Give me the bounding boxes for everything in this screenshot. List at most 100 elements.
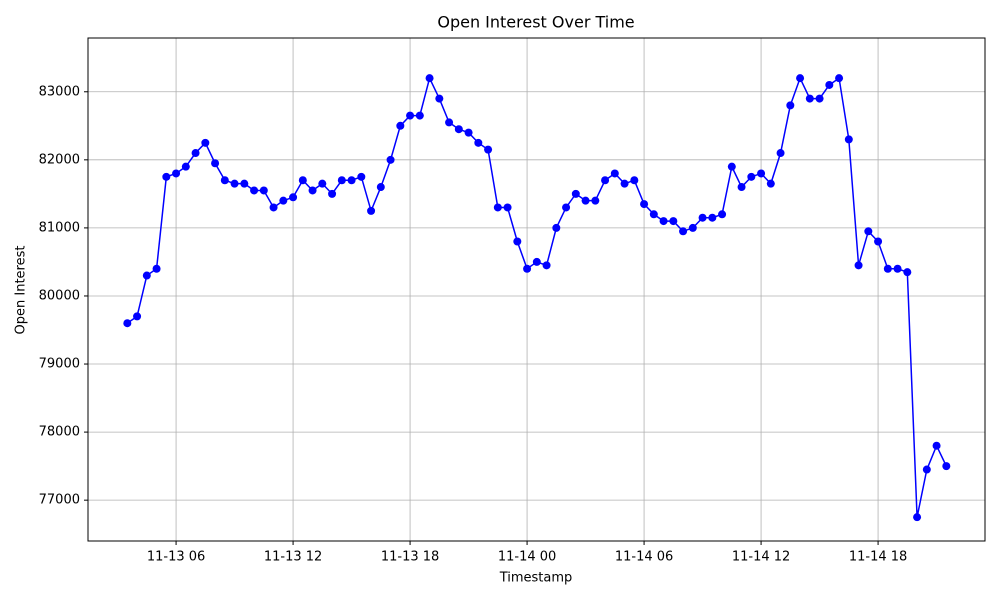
point (698, 213, 707, 222)
point (825, 80, 834, 89)
point (142, 271, 151, 280)
point (425, 74, 434, 83)
point (766, 179, 775, 188)
point (659, 217, 668, 226)
point (922, 465, 931, 474)
point (591, 196, 600, 205)
x-tick-label: 11-13 06 (147, 550, 205, 565)
point (708, 213, 717, 222)
point (640, 200, 649, 209)
x-tick-label: 11-14 18 (849, 550, 907, 565)
point (776, 149, 785, 158)
point (152, 264, 161, 273)
point (542, 261, 551, 270)
point (396, 121, 405, 130)
point (513, 237, 522, 246)
y-tick-label: 78000 (39, 425, 80, 440)
point (805, 94, 814, 103)
point (406, 111, 415, 120)
point (328, 189, 337, 198)
point (571, 189, 580, 198)
point (211, 159, 220, 168)
point (123, 319, 132, 328)
point (289, 193, 298, 202)
point (298, 176, 307, 185)
point (230, 179, 239, 188)
point (454, 125, 463, 134)
y-tick-label: 83000 (39, 84, 80, 99)
y-tick-label: 81000 (39, 220, 80, 235)
point (181, 162, 190, 171)
point (815, 94, 824, 103)
x-tick-label: 11-14 00 (498, 550, 556, 565)
point (601, 176, 610, 185)
point (786, 101, 795, 110)
x-tick-label: 11-13 12 (264, 550, 322, 565)
chart-title: Open Interest Over Time (437, 13, 634, 32)
point (367, 206, 376, 215)
point (630, 176, 639, 185)
y-tick-label: 77000 (39, 493, 80, 508)
point (269, 203, 278, 212)
point (474, 138, 483, 147)
point (874, 237, 883, 246)
point (913, 513, 922, 522)
point (864, 227, 873, 236)
point (220, 176, 229, 185)
y-tick-label: 80000 (39, 288, 80, 303)
point (532, 257, 541, 266)
point (415, 111, 424, 120)
point (376, 183, 385, 192)
point (484, 145, 493, 154)
point (493, 203, 502, 212)
point (552, 223, 561, 232)
point (279, 196, 288, 205)
y-axis-label: Open Interest (14, 246, 29, 335)
x-tick-label: 11-13 18 (381, 550, 439, 565)
point (562, 203, 571, 212)
point (240, 179, 249, 188)
point (942, 462, 951, 471)
point (903, 268, 912, 277)
y-tick-label: 82000 (39, 152, 80, 167)
point (250, 186, 259, 195)
point (679, 227, 688, 236)
point (357, 172, 366, 181)
point (854, 261, 863, 270)
point (464, 128, 473, 137)
point (191, 149, 200, 158)
plot-frame (87, 37, 986, 542)
point (162, 172, 171, 181)
x-tick-label: 11-14 12 (732, 550, 790, 565)
point (727, 162, 736, 171)
x-tick-label: 11-14 06 (615, 550, 673, 565)
x-axis-label: Timestamp (499, 571, 573, 586)
point (649, 210, 658, 219)
point (386, 155, 395, 164)
point (737, 183, 746, 192)
point (688, 223, 697, 232)
point (893, 264, 902, 273)
point (259, 186, 268, 195)
point (883, 264, 892, 273)
point (669, 217, 678, 226)
point (835, 74, 844, 83)
y-tick-label: 79000 (39, 357, 80, 372)
point (796, 74, 805, 83)
point (581, 196, 590, 205)
point (133, 312, 142, 321)
point (318, 179, 327, 188)
point (503, 203, 512, 212)
point (445, 118, 454, 127)
point (610, 169, 619, 178)
point (337, 176, 346, 185)
point (172, 169, 181, 178)
point (747, 172, 756, 181)
point (757, 169, 766, 178)
point (308, 186, 317, 195)
point (844, 135, 853, 144)
point (347, 176, 356, 185)
point (718, 210, 727, 219)
point (201, 138, 210, 147)
